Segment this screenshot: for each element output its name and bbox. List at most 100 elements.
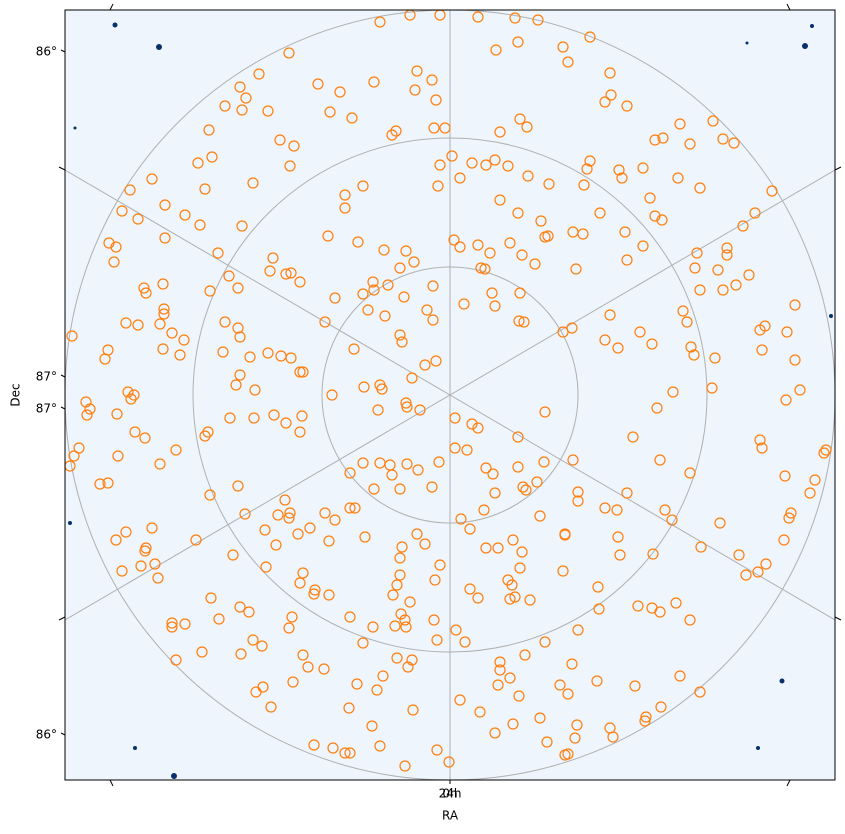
- source-marker: [139, 432, 151, 444]
- bright-stars: [68, 22, 833, 779]
- source-marker: [737, 220, 749, 232]
- source-marker: [489, 300, 501, 312]
- source-marker: [532, 14, 544, 26]
- source-marker: [572, 486, 584, 498]
- source-marker: [432, 180, 444, 192]
- source-marker: [599, 96, 611, 108]
- source-marker: [409, 84, 421, 96]
- source-marker: [339, 202, 351, 214]
- source-marker: [285, 267, 297, 279]
- source-marker: [694, 182, 706, 194]
- source-marker: [159, 232, 171, 244]
- source-marker: [194, 219, 206, 231]
- source-marker: [402, 661, 414, 673]
- source-marker: [349, 502, 361, 514]
- source-marker: [538, 456, 550, 468]
- source-marker: [572, 495, 584, 507]
- source-marker: [759, 320, 771, 332]
- source-marker: [569, 732, 581, 744]
- source-marker: [122, 386, 134, 398]
- source-marker: [562, 748, 574, 760]
- source-marker: [780, 394, 792, 406]
- source-marker: [502, 160, 514, 172]
- source-marker: [411, 65, 423, 77]
- source-marker: [487, 468, 499, 480]
- source-marker: [247, 634, 259, 646]
- source-marker: [230, 379, 242, 391]
- source-marker: [427, 280, 439, 292]
- source-marker: [428, 614, 440, 626]
- source-marker: [557, 41, 569, 53]
- source-marker: [327, 742, 339, 754]
- source-marker: [489, 487, 501, 499]
- source-marker: [116, 565, 128, 577]
- source-marker: [542, 230, 554, 242]
- source-marker: [740, 569, 752, 581]
- source-marker: [554, 679, 566, 691]
- source-marker: [322, 230, 334, 242]
- source-marker: [433, 456, 445, 468]
- source-marker: [400, 397, 412, 409]
- source-marker: [454, 241, 466, 253]
- source-marker: [760, 558, 772, 570]
- source-marker: [492, 542, 504, 554]
- source-marker: [394, 569, 406, 581]
- source-marker: [512, 36, 524, 48]
- source-marker: [613, 164, 625, 176]
- source-marker: [591, 675, 603, 687]
- source-marker: [367, 276, 379, 288]
- source-marker: [386, 129, 398, 141]
- source-marker: [604, 309, 616, 321]
- source-marker: [312, 78, 324, 90]
- source-marker: [357, 457, 369, 469]
- source-marker: [571, 719, 583, 731]
- source-marker: [472, 11, 484, 23]
- source-marker: [116, 205, 128, 217]
- source-marker: [430, 355, 442, 367]
- source-marker: [566, 322, 578, 334]
- source-marker: [287, 676, 299, 688]
- source-marker: [283, 512, 295, 524]
- source-marker: [285, 352, 297, 364]
- source-marker: [265, 701, 277, 713]
- source-marker: [519, 649, 531, 661]
- source-marker: [248, 412, 260, 424]
- source-marker: [352, 236, 364, 248]
- source-marker: [449, 442, 461, 454]
- source-marker: [223, 270, 235, 282]
- source-marker: [539, 406, 551, 418]
- source-marker: [68, 450, 80, 462]
- source-marker: [562, 56, 574, 68]
- x-axis-label: RA: [442, 809, 459, 823]
- source-marker: [400, 245, 412, 257]
- source-marker: [170, 654, 182, 666]
- source-marker: [414, 404, 426, 416]
- source-marker: [232, 480, 244, 492]
- source-marker: [389, 620, 401, 632]
- source-marker: [539, 636, 551, 648]
- source-marker: [272, 509, 284, 521]
- source-marker: [421, 304, 433, 316]
- source-marker: [304, 522, 316, 534]
- source-marker: [504, 672, 516, 684]
- source-marker: [339, 747, 351, 759]
- source-marker: [707, 115, 719, 127]
- source-marker: [262, 347, 274, 359]
- source-marker: [344, 611, 356, 623]
- source-marker: [428, 122, 440, 134]
- source-marker: [783, 512, 795, 524]
- source-marker: [132, 319, 144, 331]
- source-marker: [612, 531, 624, 543]
- source-marker: [149, 558, 161, 570]
- source-marker: [280, 417, 292, 429]
- source-marker: [721, 242, 733, 254]
- source-marker: [593, 603, 605, 615]
- source-marker: [557, 326, 569, 338]
- y-tick: [60, 374, 66, 378]
- source-marker: [268, 409, 280, 421]
- source-marker: [449, 412, 461, 424]
- source-marker: [213, 613, 225, 625]
- source-marker: [239, 508, 251, 520]
- y-tick: [60, 49, 66, 53]
- source-marker: [374, 740, 386, 752]
